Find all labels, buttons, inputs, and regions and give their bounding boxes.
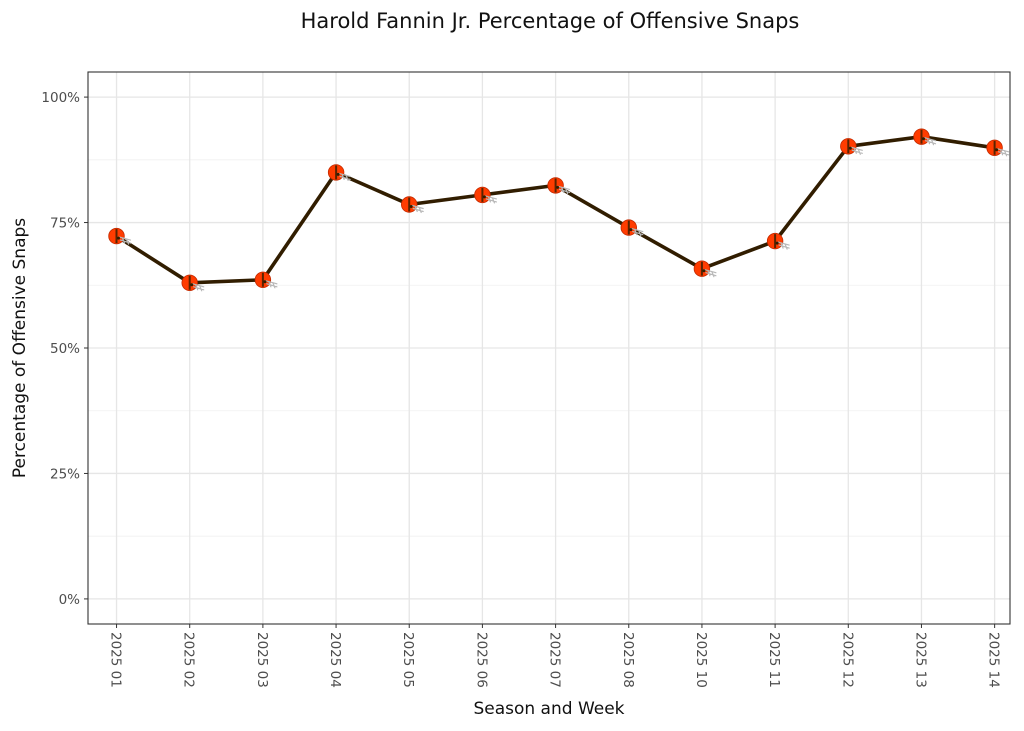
- helmet-earhole: [775, 241, 779, 245]
- helmet-facemask: [631, 228, 644, 237]
- x-axis-title: Season and Week: [473, 699, 624, 719]
- helmet-stripe: [115, 229, 118, 244]
- x-tick-label: 2025 06: [473, 632, 489, 688]
- helmet-earhole: [409, 205, 413, 208]
- x-tick-label: 2025 03: [254, 632, 270, 688]
- y-axis-title: Percentage of Offensive Snaps: [10, 218, 30, 478]
- helmet-facemask: [557, 185, 571, 194]
- y-tick-label: 50%: [50, 341, 80, 357]
- helmet-facemask: [484, 195, 497, 204]
- series: [108, 128, 1010, 292]
- x-tick-label: 2025 04: [327, 632, 343, 688]
- helmet-facemask: [411, 204, 424, 214]
- helmet-icon: [181, 274, 205, 292]
- x-tick-label: 2025 07: [547, 632, 563, 688]
- x-axis: 2025 01 2025 02 2025 03 2025 04 2025 05 2025 …: [108, 624, 1002, 688]
- helmet-icon: [693, 260, 717, 278]
- helmet-stripe: [920, 129, 923, 144]
- helmet-stripe: [700, 261, 703, 276]
- helmet-facemask: [265, 280, 278, 289]
- helmet-earhole: [556, 185, 560, 189]
- helmet-earhole: [922, 137, 925, 141]
- helmet-earhole: [848, 146, 852, 150]
- helmet-stripe: [408, 197, 411, 212]
- grid: [88, 72, 1010, 624]
- helmet-facemask: [338, 172, 351, 181]
- helmet-icon: [840, 138, 863, 155]
- x-tick-label: 2025 08: [620, 632, 636, 688]
- helmet-stripe: [481, 187, 484, 202]
- helmet-stripe: [335, 165, 338, 180]
- helmet-icon: [254, 271, 278, 289]
- helmet-icon: [766, 232, 790, 250]
- helmet-facemask: [923, 137, 937, 146]
- y-tick-label: 25%: [50, 466, 80, 482]
- helmet-earhole: [263, 280, 267, 284]
- helmet-icon: [986, 139, 1010, 157]
- y-tick-label: 0%: [59, 592, 81, 608]
- helmet-icon: [620, 219, 644, 237]
- helmet-stripe: [261, 272, 264, 287]
- helmet-stripe: [993, 140, 996, 155]
- helmet-facemask: [192, 283, 205, 292]
- y-tick-label: 100%: [41, 90, 80, 106]
- helmet-facemask: [996, 148, 1010, 157]
- helmet-stripe: [554, 178, 557, 193]
- helmet-icon: [913, 128, 937, 146]
- helmet-earhole: [117, 236, 120, 240]
- y-tick-label: 75%: [50, 216, 80, 232]
- helmet-icon: [474, 186, 497, 204]
- y-axis: 0% 25% 50% 75% 100%: [41, 90, 88, 608]
- helmet-earhole: [336, 172, 340, 176]
- helmet-icon: [108, 227, 132, 245]
- x-tick-label: 2025 11: [766, 632, 782, 688]
- helmet-icon: [401, 196, 424, 214]
- helmet-stripe: [774, 234, 777, 249]
- x-tick-label: 2025 10: [693, 632, 709, 688]
- helmet-earhole: [482, 195, 486, 199]
- helmet-stripe: [627, 220, 630, 235]
- helmet-earhole: [629, 228, 633, 232]
- chart-title: Harold Fannin Jr. Percentage of Offensiv…: [301, 9, 800, 33]
- helmet-earhole: [995, 148, 999, 152]
- helmet-icon: [327, 164, 351, 181]
- helmet-earhole: [702, 269, 706, 273]
- helmet-facemask: [777, 241, 790, 250]
- helmet-stripe: [188, 275, 191, 290]
- x-tick-label: 2025 01: [108, 632, 124, 688]
- x-tick-label: 2025 12: [839, 632, 855, 688]
- helmet-icon: [547, 177, 571, 194]
- helmet-facemask: [118, 236, 132, 245]
- x-tick-label: 2025 05: [400, 632, 416, 688]
- helmet-facemask: [850, 146, 863, 155]
- helmet-stripe: [847, 139, 850, 154]
- helmet-earhole: [190, 283, 194, 287]
- x-tick-label: 2025 02: [181, 632, 197, 688]
- x-tick-label: 2025 14: [986, 632, 1002, 688]
- plot-border: [87, 71, 1011, 625]
- x-tick-label: 2025 13: [912, 632, 928, 688]
- helmet-facemask: [704, 269, 717, 278]
